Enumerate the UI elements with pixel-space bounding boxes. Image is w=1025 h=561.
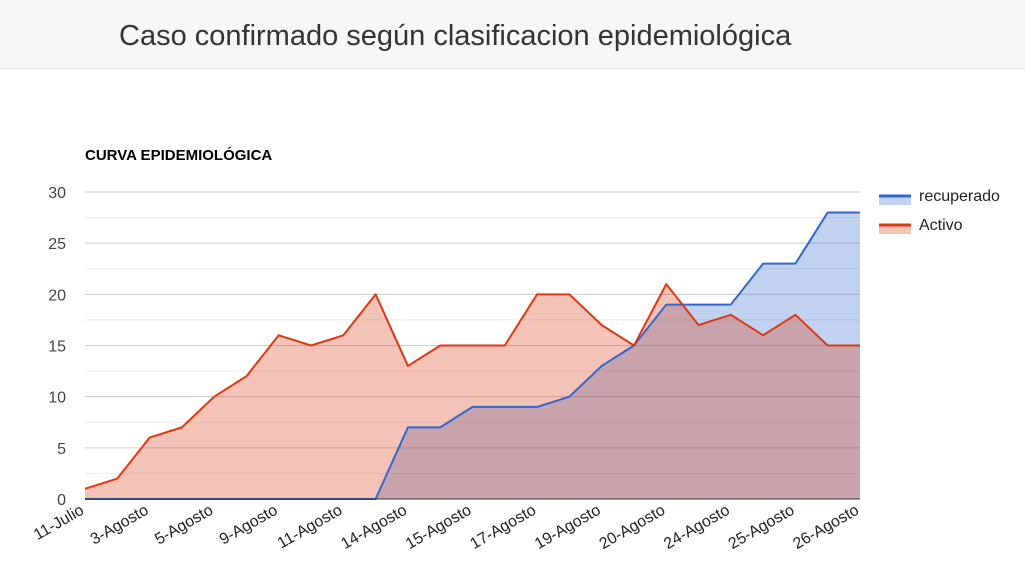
y-tick-label: 20 <box>48 287 66 304</box>
page-title: Caso confirmado según clasificacion epid… <box>119 20 792 52</box>
x-axis-labels: 11-Julio 3-Agosto 5-Agosto 9-Agosto11-Agost… <box>31 502 862 553</box>
epidemiological-curve-chart: CURVA EPIDEMIOLÓGICA 0 5 10 15 20 25 30 11-Jul… <box>31 146 1000 553</box>
x-tick-label: 26-Agosto <box>790 502 862 553</box>
x-tick-label: 19-Agosto <box>532 502 604 553</box>
x-tick-label: 5-Agosto <box>152 502 216 549</box>
series-area-recuperado <box>85 212 860 499</box>
legend-label: recuperado <box>919 188 1000 205</box>
y-tick-label: 0 <box>57 492 66 509</box>
series-line-activo <box>84 283 860 490</box>
legend-item-activo[interactable]: Activo <box>879 217 963 234</box>
legend-swatch-fill <box>879 225 911 234</box>
x-tick-label: 15-Agosto <box>403 502 475 553</box>
y-tick-label: 5 <box>57 441 66 458</box>
series-areas <box>85 212 860 499</box>
x-tick-label: 3-Agosto <box>88 502 152 549</box>
x-tick-label: 14-Agosto <box>338 502 410 553</box>
legend-swatch-fill <box>879 196 911 205</box>
chart-legend[interactable]: recuperado Activo <box>879 188 1000 234</box>
x-tick-label: 11-Agosto <box>275 502 346 553</box>
y-tick-label: 25 <box>48 236 66 253</box>
x-tick-label: 20-Agosto <box>597 502 669 553</box>
y-axis-labels: 0 5 10 15 20 25 30 <box>48 185 66 509</box>
y-tick-label: 15 <box>48 339 66 356</box>
x-tick-label: 17-Agosto <box>467 502 539 553</box>
x-tick-label: 25-Agosto <box>726 502 798 553</box>
x-tick-label: 9-Agosto <box>217 502 281 549</box>
legend-item-recuperado[interactable]: recuperado <box>879 188 1000 205</box>
x-tick-label: 24-Agosto <box>661 502 733 553</box>
legend-label: Activo <box>919 217 963 234</box>
y-tick-label: 30 <box>48 185 66 202</box>
chart-title: CURVA EPIDEMIOLÓGICA <box>85 146 272 164</box>
series-area-activo <box>85 284 860 499</box>
y-tick-label: 10 <box>48 390 66 407</box>
page-header: Caso confirmado según clasificacion epid… <box>0 0 1025 69</box>
